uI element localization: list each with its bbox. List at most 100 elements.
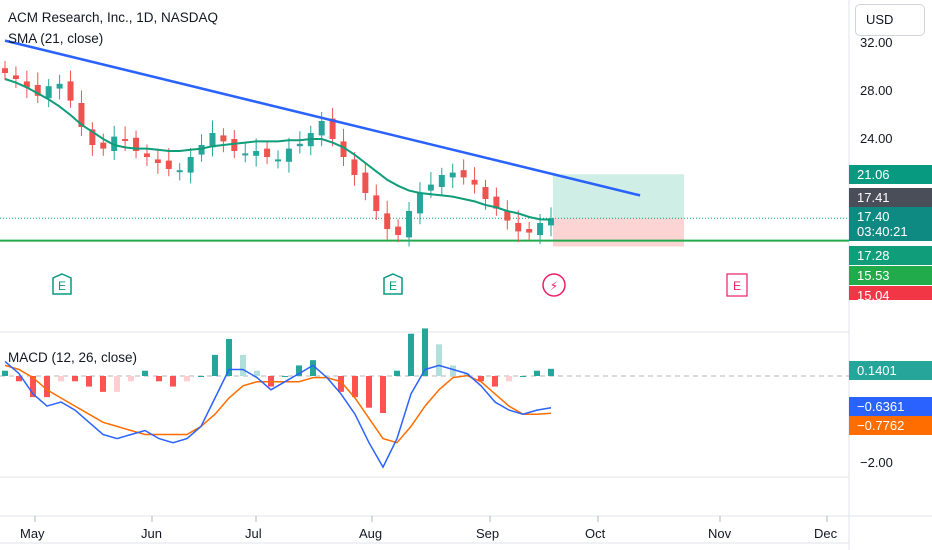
price-tag-17-41: 17.41 <box>849 188 932 207</box>
macd-histogram-bar <box>170 376 176 387</box>
macd-histogram-bar <box>450 365 456 376</box>
last-price-value: 17.40 <box>857 209 890 224</box>
candle-body[interactable] <box>406 211 413 238</box>
candle-body[interactable] <box>416 193 423 214</box>
candle-body[interactable] <box>384 213 391 229</box>
month-may: May <box>20 526 45 541</box>
candle-body[interactable] <box>362 172 369 193</box>
candle-body[interactable] <box>340 141 347 157</box>
dividend-icon: ⚡ <box>550 279 558 293</box>
candle-body[interactable] <box>395 226 402 235</box>
candle-body[interactable] <box>264 148 271 157</box>
candle-body[interactable] <box>438 175 445 187</box>
candle-body[interactable] <box>231 139 238 151</box>
signal-line[interactable] <box>4 364 552 444</box>
candle-body[interactable] <box>12 75 19 79</box>
sma-line[interactable] <box>4 78 552 221</box>
candle-body[interactable] <box>515 223 522 232</box>
currency-button[interactable]: USD <box>855 4 925 36</box>
macd-histogram-bar <box>128 376 134 382</box>
candle-body[interactable] <box>209 133 216 148</box>
candle-body[interactable] <box>220 135 227 142</box>
candle-body[interactable] <box>143 153 150 157</box>
candle-body[interactable] <box>318 121 325 136</box>
candle-body[interactable] <box>526 229 533 233</box>
candle-body[interactable] <box>176 170 183 173</box>
candle-body[interactable] <box>67 81 74 101</box>
candle-body[interactable] <box>78 103 85 127</box>
macd-histogram-bar <box>394 370 400 376</box>
candle-body[interactable] <box>2 68 8 73</box>
trend-line[interactable] <box>4 39 641 197</box>
candle-body[interactable] <box>242 153 249 156</box>
candle-body[interactable] <box>296 143 303 147</box>
macd-histogram-bar <box>58 376 64 382</box>
sma-indicator-label[interactable]: SMA (21, close) <box>8 31 104 46</box>
candle-body[interactable] <box>548 218 554 226</box>
earnings-event-may-label: E <box>58 279 66 293</box>
candle-body[interactable] <box>56 83 63 89</box>
earnings-event-aug-label: E <box>389 279 397 293</box>
month-oct: Oct <box>585 526 606 541</box>
candle-body[interactable] <box>460 170 467 178</box>
candle-body[interactable] <box>504 211 511 221</box>
macd-histogram-bar <box>352 376 358 398</box>
candle-body[interactable] <box>493 196 500 209</box>
candle-body[interactable] <box>329 118 336 139</box>
candle-body[interactable] <box>449 172 456 178</box>
macd-histogram-bar <box>436 344 442 376</box>
candle-body[interactable] <box>471 179 478 185</box>
candle-body[interactable] <box>275 159 281 162</box>
candle-body[interactable] <box>253 151 260 156</box>
macd-histogram-bar <box>548 368 554 376</box>
macd-line[interactable] <box>4 360 552 469</box>
candle-body[interactable] <box>34 85 41 96</box>
macd-hist-tag: 0.1401 <box>849 361 932 380</box>
earnings-event-nov[interactable] <box>726 273 748 297</box>
candle-body[interactable] <box>122 139 129 141</box>
macd-histogram-bar <box>226 339 232 376</box>
candle-body[interactable] <box>111 136 118 151</box>
candle-body[interactable] <box>373 195 380 211</box>
macd-histogram-bar <box>520 376 526 377</box>
candle-body[interactable] <box>427 184 434 191</box>
macd-histogram-bar <box>86 376 92 387</box>
candle-body[interactable] <box>165 160 172 169</box>
macd-histogram-bar <box>2 370 8 376</box>
candle-body[interactable] <box>45 86 52 99</box>
macd-histogram-bar <box>422 328 428 376</box>
macd-histogram-bar <box>254 370 260 376</box>
candle-body[interactable] <box>100 142 107 149</box>
macd-histogram-bar <box>30 376 36 398</box>
macd-histogram-bar <box>44 376 50 398</box>
candle-body[interactable] <box>351 159 358 175</box>
macd-histogram-bar <box>478 376 484 382</box>
earnings-event-may[interactable] <box>52 273 72 295</box>
loss-zone[interactable] <box>553 218 684 247</box>
target-price-tag: 21.06 <box>849 165 932 184</box>
dividend-event[interactable] <box>542 273 566 297</box>
candle-body[interactable] <box>482 187 489 199</box>
macd-histogram-bar <box>282 376 288 377</box>
price-label-24: 24.00 <box>860 131 893 146</box>
macd-histogram-bar <box>142 370 148 376</box>
candle-body[interactable] <box>285 148 292 162</box>
candle-body[interactable] <box>133 137 140 151</box>
candle-body[interactable] <box>154 159 161 163</box>
macd-label-minus2: −2.00 <box>860 455 893 470</box>
candle-body[interactable] <box>187 157 194 173</box>
macd-histogram-bar <box>506 376 512 382</box>
candle-body[interactable] <box>198 145 205 155</box>
macd-histogram-bar <box>156 376 162 382</box>
chart-title: ACM Research, Inc., 1D, NASDAQ <box>8 10 219 25</box>
profit-zone[interactable] <box>553 174 684 219</box>
candle-body[interactable] <box>537 223 544 235</box>
support-price-tag: 15.53 <box>849 266 932 285</box>
earnings-event-aug[interactable] <box>383 273 403 295</box>
macd-histogram-bar <box>16 376 22 382</box>
earnings-event-nov-label: E <box>733 279 741 293</box>
macd-indicator-label[interactable]: MACD (12, 26, close) <box>8 350 138 365</box>
candle-body[interactable] <box>89 129 96 145</box>
candle-body[interactable] <box>23 81 30 88</box>
